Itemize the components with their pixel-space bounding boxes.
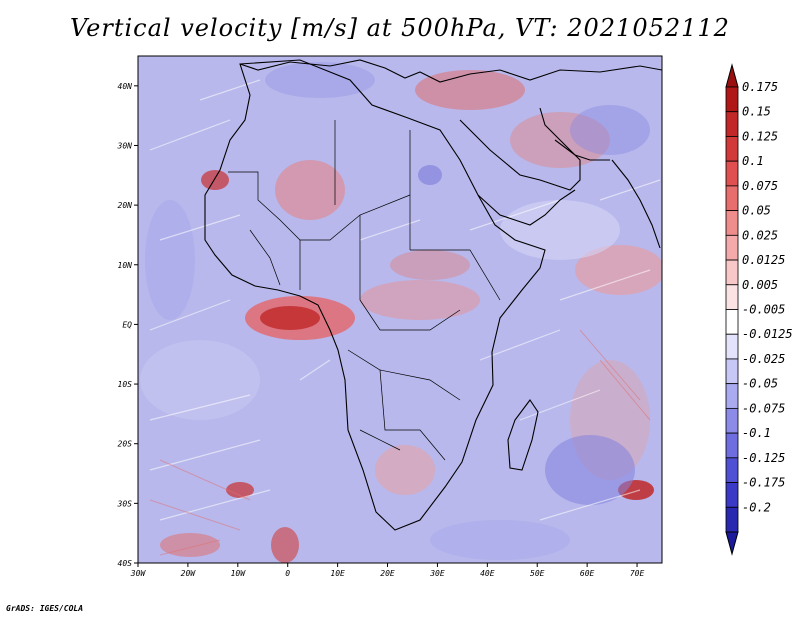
lat-tick-label: EQ [122,320,132,329]
colorbar-swatch [725,432,739,459]
colorbar-swatch [725,259,739,286]
lon-tick-label: 30E [429,569,445,578]
lon-tick-label: 20E [380,569,395,578]
lon-tick-label: 50E [530,569,545,578]
colorbar-swatch [725,234,739,261]
country-borders [228,120,501,461]
lon-tick-label: 40E [480,569,495,578]
colorbar-swatch [725,111,739,137]
colorbar-label: 0.1 [742,154,764,168]
colorbar-label: -0.175 [742,476,785,490]
colorbar-swatch [725,136,739,162]
colorbar-top-arrow [725,63,739,88]
lat-tick-label: 20S [118,440,133,449]
colorbar-label: -0.2 [742,500,771,514]
colorbar-swatch [725,309,739,335]
colorbar-swatch [725,407,739,434]
lon-tick-label: 70E [630,569,645,578]
colorbar-label: 0.15 [742,105,771,119]
colorbar-swatch [725,506,739,533]
colorbar-swatch [725,210,739,236]
colorbar-bottom-arrow [725,531,739,556]
lat-tick-label: 10S [118,380,133,389]
lon-tick-label: 20W [181,569,197,578]
colorbar-swatch [725,284,739,310]
colorbar-label: -0.025 [742,352,785,366]
longitude-axis: 30W 20W 10W 0 10E 20E 30E 40E 50E 60E 70E [130,563,645,578]
page-title: Vertical velocity [m/s] at 500hPa, VT: 2… [70,14,730,42]
colorbar-swatch [725,457,739,483]
colorbar-swatch [725,86,739,113]
map-frame [137,55,663,564]
colorbar-label: -0.075 [742,401,785,415]
colorbar-label: 0.005 [742,278,778,292]
colorbar-label: 0.0125 [742,253,785,267]
colorbar-swatch [725,160,739,187]
lon-tick-label: 10W [231,569,247,578]
lon-tick-label: 30W [130,569,147,578]
colorbar-label: -0.05 [742,377,778,391]
colorbar-label: 0.175 [742,80,778,94]
lat-tick-label: 30S [117,499,133,508]
colorbar-swatch [725,358,739,385]
coastlines [204,59,662,531]
latitude-axis: 40N 30N 20N 10N EQ 10S 20S 30S 40S [117,82,138,568]
colorbar-swatch [725,383,739,409]
colorbar-label: 0.075 [742,179,778,193]
lat-tick-label: 30N [117,141,133,150]
colorbar-label: 0.125 [742,129,778,143]
lat-tick-label: 20N [118,201,133,210]
lat-tick-label: 40S [118,559,133,568]
colorbar-label: 0.025 [742,228,778,242]
colorbar-label: -0.005 [742,303,785,317]
vertical-velocity-field [140,62,662,563]
colorbar-swatch [725,482,739,508]
colorbar-label: -0.1 [742,426,771,440]
lat-tick-label: 10N [118,261,133,270]
credit-text: GrADS: IGES/COLA [6,604,84,613]
colorbar-swatch [725,185,739,212]
lon-tick-label: 10E [330,569,345,578]
lat-tick-label: 40N [118,82,133,91]
colorbar: 0.175 0.15 0.125 0.1 0.075 0.05 0.025 0.0125 0.0… [725,63,793,556]
lon-tick-label: 0 [285,569,290,578]
colorbar-label: -0.125 [742,451,785,465]
colorbar-label: 0.05 [742,204,771,218]
colorbar-swatch [725,333,739,360]
lon-tick-label: 60E [580,569,595,578]
colorbar-label: -0.0125 [742,327,793,341]
